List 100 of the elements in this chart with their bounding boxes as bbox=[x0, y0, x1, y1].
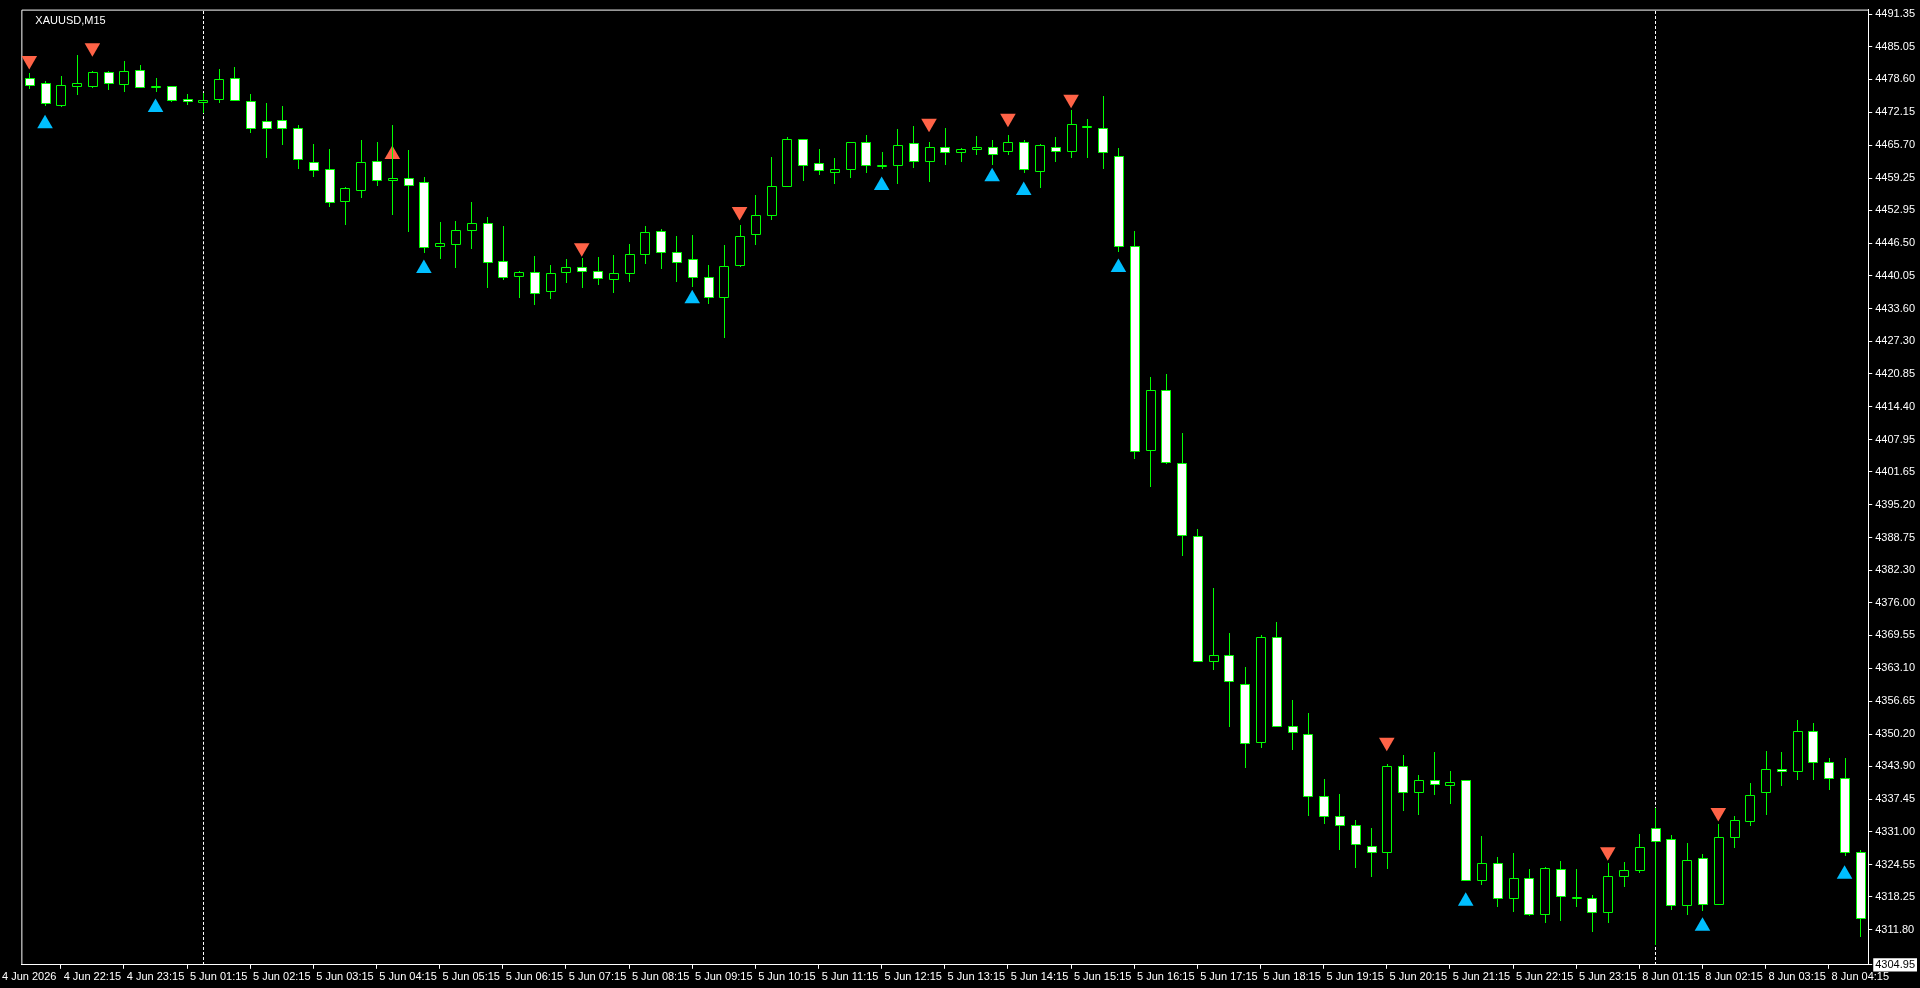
candlestick bbox=[704, 264, 714, 305]
y-tick-label: 4337.45 bbox=[1875, 792, 1915, 805]
y-tick-label: 4311.80 bbox=[1875, 922, 1915, 935]
candlestick bbox=[909, 125, 919, 169]
candlestick bbox=[609, 254, 619, 294]
candlestick bbox=[988, 139, 998, 166]
candlestick bbox=[530, 255, 540, 306]
candlestick bbox=[640, 225, 650, 265]
x-tick-label: 5 Jun 17:15 bbox=[1200, 970, 1258, 983]
x-tick-label: 5 Jun 12:15 bbox=[884, 970, 942, 983]
x-tick-label: 5 Jun 10:15 bbox=[758, 970, 816, 983]
y-tick-label: 4459.25 bbox=[1875, 171, 1915, 184]
x-tick-label: 5 Jun 20:15 bbox=[1389, 970, 1448, 983]
candlestick bbox=[467, 201, 477, 250]
x-tick-label: 8 Jun 02:15 bbox=[1705, 970, 1763, 983]
y-tick-label: 4324.55 bbox=[1875, 857, 1915, 870]
candlestick bbox=[1209, 587, 1219, 671]
candlestick bbox=[262, 102, 272, 159]
y-tick-label: 4331.00 bbox=[1875, 825, 1915, 838]
candlestick bbox=[1335, 793, 1345, 851]
y-tick-label: 4401.65 bbox=[1875, 464, 1915, 477]
y-tick-label: 4478.60 bbox=[1875, 72, 1915, 85]
candlestick bbox=[435, 221, 445, 260]
x-tick-label: 8 Jun 03:15 bbox=[1768, 970, 1826, 983]
x-tick-label: 5 Jun 19:15 bbox=[1326, 970, 1384, 983]
candlestick bbox=[1098, 95, 1108, 170]
candlestick bbox=[1761, 750, 1771, 816]
x-tick-label: 5 Jun 14:15 bbox=[1010, 970, 1069, 983]
candlestick bbox=[135, 64, 145, 88]
candlestick bbox=[1777, 751, 1787, 787]
x-tick-label: 5 Jun 04:15 bbox=[379, 970, 437, 983]
y-tick-label: 4485.05 bbox=[1875, 39, 1915, 52]
candlestick bbox=[451, 220, 461, 269]
y-tick-label: 4472.15 bbox=[1875, 105, 1915, 118]
y-tick-label: 4440.05 bbox=[1875, 269, 1915, 282]
candlestick bbox=[1367, 827, 1377, 878]
x-tick-label: 5 Jun 09:15 bbox=[695, 970, 753, 983]
x-tick-label: 8 Jun 04:15 bbox=[1831, 970, 1890, 983]
x-tick-label: 5 Jun 08:15 bbox=[631, 970, 690, 983]
y-tick-label: 4363.10 bbox=[1875, 661, 1915, 674]
candlestick bbox=[1051, 136, 1061, 163]
x-tick-label: 4 Jun 2026 bbox=[2, 970, 57, 983]
candlestick bbox=[309, 143, 319, 178]
x-tick-label: 5 Jun 13:15 bbox=[947, 970, 1006, 983]
x-tick-label: 5 Jun 23:15 bbox=[1579, 970, 1637, 983]
candlestick bbox=[1651, 807, 1661, 946]
candlestick bbox=[861, 134, 871, 174]
y-tick-label: 4407.95 bbox=[1875, 432, 1915, 445]
x-tick-label: 8 Jun 01:15 bbox=[1642, 970, 1700, 983]
y-tick-label: 4343.90 bbox=[1875, 759, 1915, 772]
candlestick bbox=[1619, 861, 1629, 888]
x-tick-label: 5 Jun 06:15 bbox=[505, 970, 564, 983]
candlestick bbox=[1477, 835, 1487, 886]
candlestick bbox=[56, 75, 66, 108]
y-tick-label: 4452.95 bbox=[1875, 203, 1915, 216]
x-tick-label: 5 Jun 01:15 bbox=[189, 970, 248, 983]
candlestick bbox=[751, 194, 761, 246]
candlestick bbox=[72, 54, 82, 96]
candlestick bbox=[656, 228, 666, 270]
candlestick bbox=[230, 66, 240, 101]
candlestick bbox=[1430, 751, 1440, 796]
candlestick bbox=[1572, 868, 1582, 908]
y-tick-label: 4304.95 bbox=[1875, 957, 1915, 970]
x-tick-label: 5 Jun 15:15 bbox=[1073, 970, 1132, 983]
candlestick bbox=[277, 105, 287, 146]
candlestick bbox=[561, 258, 571, 284]
candlestick bbox=[1635, 833, 1645, 874]
x-tick-label: 5 Jun 07:15 bbox=[568, 970, 627, 983]
candlestick bbox=[546, 264, 556, 300]
y-tick-label: 4446.50 bbox=[1875, 236, 1915, 249]
candlestick bbox=[688, 234, 698, 288]
candlestick bbox=[41, 80, 51, 107]
x-tick-label: 4 Jun 23:15 bbox=[126, 970, 185, 983]
candlestick bbox=[1509, 852, 1519, 913]
candlestick bbox=[1445, 770, 1455, 805]
y-tick-label: 4465.70 bbox=[1875, 138, 1915, 151]
candlestick bbox=[1730, 815, 1740, 849]
y-tick-label: 4350.20 bbox=[1875, 727, 1915, 740]
candlestick bbox=[925, 141, 935, 183]
x-tick-label: 5 Jun 11:15 bbox=[821, 970, 879, 983]
y-tick-label: 4356.65 bbox=[1875, 694, 1915, 707]
candlestick bbox=[498, 225, 508, 281]
y-tick-label: 4369.55 bbox=[1875, 628, 1915, 641]
y-tick-label: 4388.75 bbox=[1875, 530, 1915, 543]
candlestick bbox=[593, 256, 603, 286]
candlestick bbox=[830, 157, 840, 185]
candlestick bbox=[1082, 118, 1092, 159]
candlestick bbox=[514, 270, 524, 299]
candlestick bbox=[372, 141, 382, 187]
candlestick bbox=[119, 60, 129, 93]
x-tick-label: 5 Jun 16:15 bbox=[1137, 970, 1195, 983]
candlestick bbox=[214, 68, 224, 104]
candlestick bbox=[1319, 778, 1329, 825]
y-tick-label: 4433.60 bbox=[1875, 301, 1915, 314]
y-tick-label: 4376.00 bbox=[1875, 595, 1915, 608]
x-tick-label: 5 Jun 22:15 bbox=[1515, 970, 1574, 983]
candlestick bbox=[1351, 819, 1361, 869]
y-tick-label: 4427.30 bbox=[1875, 334, 1915, 347]
x-tick-label: 5 Jun 18:15 bbox=[1263, 970, 1321, 983]
x-tick-label: 5 Jun 05:15 bbox=[442, 970, 500, 983]
